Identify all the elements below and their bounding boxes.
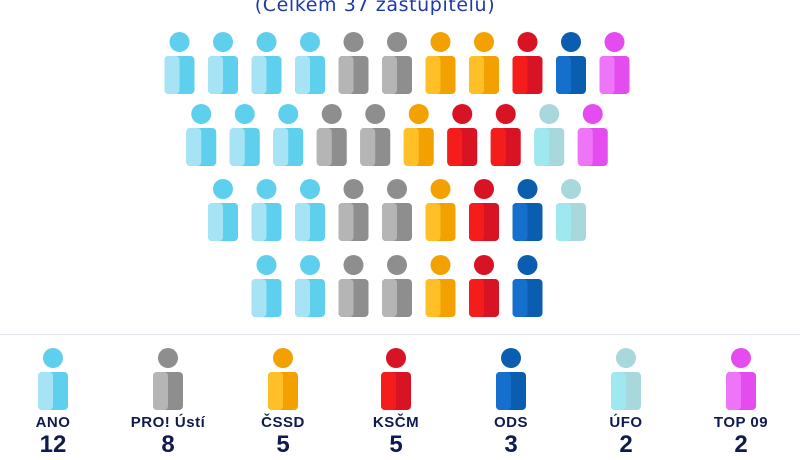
- seat-top-09: [577, 104, 608, 166]
- seat-ano: [295, 32, 325, 94]
- party-legend: ANO 12 PRO! Ústí 8 ČSSD 5 KSČM 5 ODS 3 ÚFO 2 TOP 09 2: [0, 336, 800, 458]
- legend-item-top-09: TOP 09 2: [676, 336, 800, 458]
- legend-person-ano: [38, 348, 68, 410]
- seat-pro-usti: [360, 104, 391, 166]
- seat-cssd: [425, 32, 456, 94]
- legend-seat-count: 2: [619, 431, 633, 458]
- seat-cssd: [425, 179, 456, 241]
- seat-ods: [512, 179, 543, 241]
- seat-cssd: [403, 104, 434, 166]
- seat-ano: [251, 179, 282, 241]
- seat-kscm: [447, 104, 478, 166]
- legend-person-kscm: [381, 348, 411, 410]
- seat-ano: [208, 179, 238, 241]
- legend-item-ano: ANO 12: [0, 336, 118, 458]
- seat-ano: [186, 104, 217, 166]
- seat-ufo: [556, 179, 586, 241]
- legend-seat-count: 8: [161, 431, 175, 458]
- person-icon: [268, 348, 298, 410]
- seat-cssd: [425, 255, 456, 317]
- legend-item-pro-usti: PRO! Ústí 8: [103, 336, 233, 458]
- legend-party-name: ČSSD: [261, 414, 305, 431]
- seat-kscm: [490, 104, 521, 166]
- legend-party-name: KSČM: [372, 414, 420, 431]
- chart-subtitle: (Celkem 37 zastupitelů): [254, 0, 496, 16]
- legend-item-ods: ODS 3: [446, 336, 576, 458]
- seat-ano: [164, 32, 195, 94]
- legend-seat-count: 2: [734, 431, 748, 458]
- seat-ano: [251, 32, 282, 94]
- seat-pro-usti: [316, 104, 347, 166]
- seat-kscm: [469, 179, 499, 241]
- seat-ano: [208, 32, 238, 94]
- legend-party-name: ÚFO: [609, 414, 643, 431]
- legend-item-ufo: ÚFO 2: [561, 336, 691, 458]
- person-icon: [153, 348, 183, 410]
- legend-seat-count: 12: [39, 431, 67, 458]
- seat-ano: [229, 104, 260, 166]
- legend-seat-count: 5: [276, 431, 290, 458]
- person-icon: [726, 348, 756, 410]
- seat-ano: [273, 104, 304, 166]
- legend-person-top-09: [726, 348, 756, 410]
- seat-kscm: [512, 32, 543, 94]
- seat-ufo: [534, 104, 565, 166]
- legend-person-ods: [496, 348, 526, 410]
- seat-ods: [512, 255, 543, 317]
- seat-ods: [556, 32, 586, 94]
- seat-ano: [295, 255, 325, 317]
- seat-kscm: [469, 255, 499, 317]
- seat-top-09: [599, 32, 630, 94]
- seat-pro-usti: [382, 32, 412, 94]
- legend-person-pro-usti: [153, 348, 183, 410]
- seat-chart: [164, 32, 630, 317]
- person-icon: [611, 348, 641, 410]
- legend-seat-count: 3: [504, 431, 518, 458]
- seat-ano: [295, 179, 325, 241]
- seat-pro-usti: [382, 255, 412, 317]
- legend-person-ufo: [611, 348, 641, 410]
- legend-party-name: PRO! Ústí: [130, 414, 206, 431]
- legend-party-name: ODS: [493, 414, 528, 431]
- seat-pro-usti: [338, 32, 369, 94]
- seat-pro-usti: [338, 255, 369, 317]
- seat-pro-usti: [382, 179, 412, 241]
- person-icon: [496, 348, 526, 410]
- person-icon: [381, 348, 411, 410]
- legend-party-name: TOP 09: [713, 414, 769, 431]
- seat-pro-usti: [338, 179, 369, 241]
- legend-item-kscm: KSČM 5: [331, 336, 461, 458]
- person-icon: [38, 348, 68, 410]
- seat-ano: [251, 255, 282, 317]
- seat-cssd: [469, 32, 499, 94]
- legend-item-cssd: ČSSD 5: [218, 336, 348, 458]
- legend-party-name: ANO: [35, 414, 71, 431]
- divider: [0, 334, 800, 335]
- legend-person-cssd: [268, 348, 298, 410]
- legend-seat-count: 5: [389, 431, 403, 458]
